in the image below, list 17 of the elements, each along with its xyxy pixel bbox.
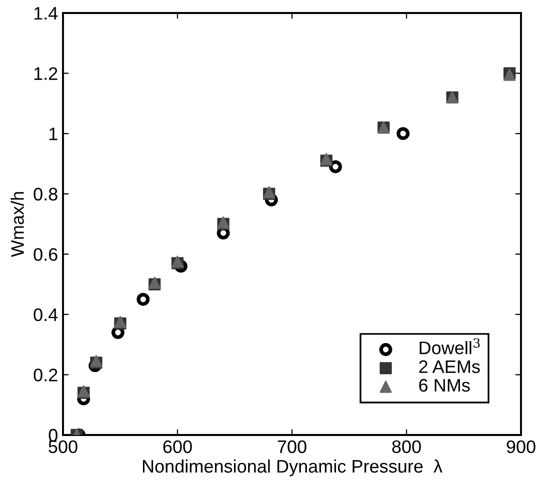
x-tick-label: 500: [48, 440, 78, 454]
x-tick-label: 700: [278, 440, 306, 454]
y-tick-label: 0.4: [34, 308, 58, 322]
y-tick-label: 1: [49, 128, 58, 140]
x-tick-label: 800: [392, 440, 421, 454]
y-tick-label: 0.8: [34, 188, 58, 201]
y-tick-label: 0.6: [34, 248, 58, 261]
legend-label: 2 AEMs: [419, 360, 480, 374]
x-tick-label: 900: [506, 440, 536, 454]
y-tick-label: 1.2: [34, 67, 58, 80]
legend-label: 6 NMs: [419, 378, 470, 392]
y-tick-label: 1.4: [34, 7, 58, 20]
legend-label: Dowell$^{3}$: [420, 338, 480, 354]
y-tick-label: 0.2: [34, 368, 58, 382]
x-tick-label: 600: [163, 440, 192, 454]
x-axis-title: Nondimensional Dynamic Pressure λ: [142, 459, 442, 476]
y-axis-title: Wmax/h: [10, 192, 24, 258]
